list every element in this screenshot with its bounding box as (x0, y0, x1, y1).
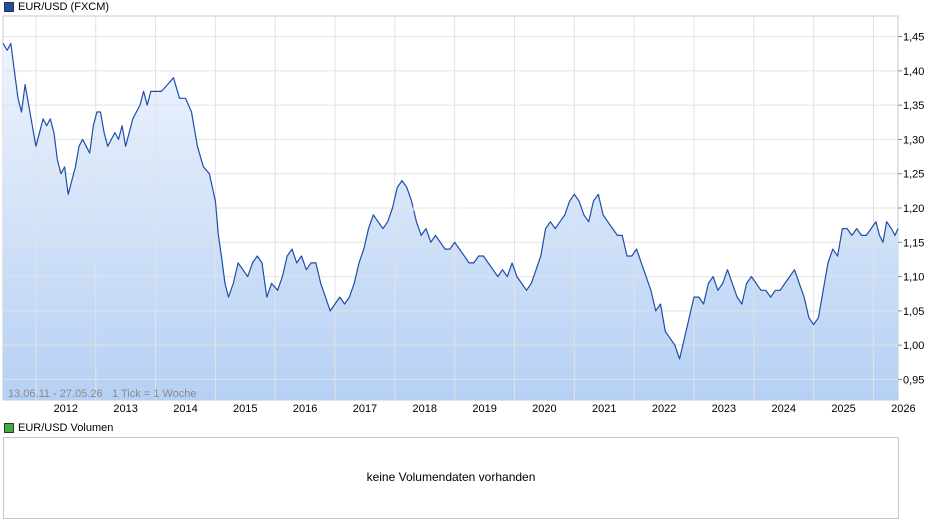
price-line (2, 42, 899, 360)
x-tick-label: 2021 (592, 403, 616, 415)
x-tick-label: 2018 (413, 403, 437, 415)
y-tick-label: 1,35 (903, 100, 924, 112)
y-tick-label: 1,15 (903, 237, 924, 249)
x-tick-label: 2016 (293, 403, 317, 415)
x-tick-label: 2024 (771, 403, 795, 415)
x-tick-label: 2014 (173, 403, 197, 415)
volume-legend-label: EUR/USD Volumen (18, 422, 114, 434)
x-tick-label: 2023 (712, 403, 736, 415)
y-tick-label: 1,25 (903, 169, 924, 181)
y-tick-label: 1,40 (903, 66, 924, 78)
price-chart: 1,45 1,40 1,35 1,30 1,25 1,20 1,15 1,10 1,05 1,00… (2, 15, 924, 415)
y-tick-label: 1,30 (903, 134, 924, 146)
date-range-label: 13.06.11 - 27.05.26 (8, 388, 103, 400)
y-tick-label: 1,20 (903, 203, 924, 215)
volume-legend: EUR/USD Volumen (4, 421, 113, 435)
x-tick-label: 2013 (113, 403, 137, 415)
x-tick-label: 2017 (353, 403, 377, 415)
x-tick-label: 2025 (831, 403, 855, 415)
volume-legend-swatch (4, 423, 14, 433)
price-legend-label: EUR/USD (FXCM) (18, 1, 110, 13)
y-tick-label: 1,45 (903, 32, 924, 44)
price-legend: EUR/USD (FXCM) (4, 0, 109, 14)
watermark: ARIVA.DE (411, 190, 526, 217)
x-tick-label: 2026 (891, 403, 915, 415)
x-tick-label: 2015 (233, 403, 257, 415)
volume-panel: keine Volumendaten vorhanden (3, 437, 899, 519)
tick-interval-label: 1 Tick = 1 Woche (112, 388, 196, 400)
price-legend-swatch (4, 2, 14, 12)
y-tick-label: 1,00 (903, 340, 924, 352)
y-tick-label: 1,10 (903, 272, 924, 284)
y-tick-label: 1,05 (903, 306, 924, 318)
x-tick-label: 2019 (472, 403, 496, 415)
y-tick-label: 0,95 (903, 374, 924, 386)
x-tick-label: 2022 (652, 403, 676, 415)
x-tick-label: 2012 (54, 403, 78, 415)
x-tick-label: 2020 (532, 403, 556, 415)
no-volume-message: keine Volumendaten vorhanden (366, 470, 536, 484)
